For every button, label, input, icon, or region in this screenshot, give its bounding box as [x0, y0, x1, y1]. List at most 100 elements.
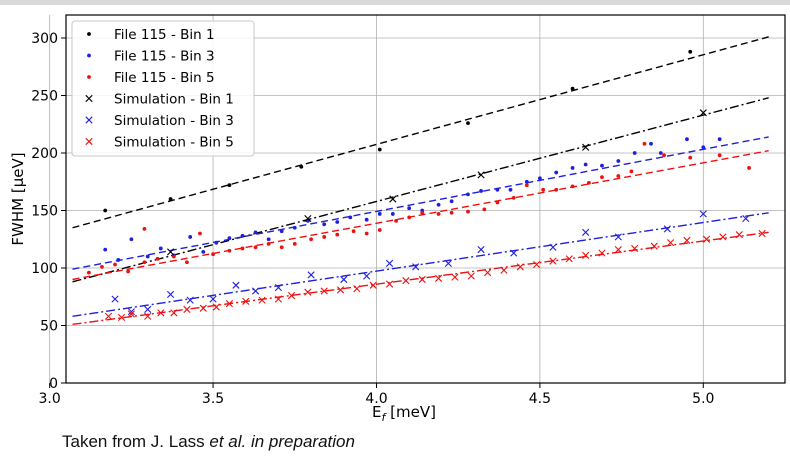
- data-point: [600, 163, 604, 168]
- data-point: [667, 239, 675, 247]
- data-point: [240, 233, 245, 238]
- data-point: [225, 300, 233, 308]
- data-point: [227, 236, 232, 241]
- data-point: [385, 259, 394, 267]
- x-marker-stroke: [111, 295, 119, 303]
- data-point: [145, 254, 150, 259]
- x-marker-stroke: [363, 272, 371, 280]
- legend-marker: [87, 32, 91, 36]
- data-point: [166, 290, 175, 299]
- data-point: [600, 175, 604, 180]
- x-marker-stroke: [385, 280, 394, 288]
- y-tick-label: 0: [49, 376, 58, 392]
- legend: File 115 - Bin 1 File 115 - Bin 3 File 115…: [71, 20, 255, 157]
- x-marker-stroke: [166, 248, 175, 256]
- x-marker-stroke: [304, 288, 312, 296]
- x-marker-stroke: [183, 305, 191, 313]
- data-point: [155, 256, 160, 261]
- data-point: [495, 200, 500, 205]
- data-point: [142, 260, 147, 265]
- x-marker-stroke: [510, 249, 518, 257]
- data-point: [394, 218, 398, 223]
- data-point: [632, 151, 637, 155]
- data-point: [570, 86, 575, 91]
- x-marker-stroke: [104, 312, 113, 320]
- data-point: [420, 210, 425, 215]
- data-point: [449, 210, 454, 215]
- x-marker-stroke: [758, 229, 766, 238]
- y-tick-label: 200: [31, 146, 58, 162]
- data-point: [253, 245, 258, 250]
- data-point: [662, 153, 666, 158]
- data-point: [683, 236, 691, 244]
- data-point: [583, 162, 588, 167]
- legend-marker: [87, 75, 91, 79]
- x-marker-stroke: [242, 297, 250, 305]
- x-marker-stroke: [166, 290, 175, 299]
- data-point: [688, 155, 693, 160]
- data-point: [113, 262, 117, 267]
- data-point: [516, 263, 524, 271]
- x-marker-stroke: [467, 272, 475, 280]
- data-point: [451, 273, 459, 281]
- data-point: [699, 109, 707, 117]
- x-tick-label: 4.0: [365, 391, 387, 407]
- top-border: [0, 0, 790, 5]
- data-point: [86, 270, 91, 275]
- x-axis-label: Ef [meV]: [372, 403, 436, 424]
- data-point: [537, 176, 542, 181]
- x-marker-stroke: [199, 304, 207, 312]
- caption-italic: et al. in preparation: [209, 432, 355, 451]
- data-point: [444, 259, 452, 267]
- data-point: [127, 308, 135, 316]
- data-point: [353, 285, 361, 293]
- data-point: [582, 143, 590, 151]
- data-point: [377, 228, 382, 232]
- data-point: [348, 215, 353, 220]
- x-marker-stroke: [549, 257, 557, 265]
- y-tick-label: 250: [31, 89, 58, 105]
- x-marker-stroke: [614, 246, 622, 254]
- x-tick-label: 4.5: [529, 391, 551, 407]
- x-marker-stroke: [582, 143, 590, 151]
- data-point: [157, 309, 165, 317]
- x-marker-stroke: [565, 255, 573, 263]
- data-point: [351, 229, 356, 234]
- legend-label: File 115 - Bin 3: [114, 49, 215, 65]
- data-point: [171, 254, 176, 259]
- data-point: [144, 305, 152, 313]
- axis-ticks: 3.0 3.5 4.0 4.5 5.0 0 50 100 150 200 250 300: [31, 31, 714, 407]
- x-marker-stroke: [251, 287, 260, 295]
- x-marker-stroke: [516, 263, 524, 271]
- x-marker-stroke: [85, 137, 93, 146]
- data-point: [685, 137, 689, 142]
- x-marker-stroke: [477, 246, 485, 254]
- data-point: [524, 183, 529, 188]
- data-point: [717, 137, 722, 142]
- data-point: [183, 305, 191, 313]
- data-point: [227, 183, 232, 188]
- x-marker-stroke: [385, 259, 394, 267]
- data-point: [616, 159, 621, 163]
- y-tick-label: 50: [40, 319, 58, 335]
- data-point: [466, 192, 470, 197]
- data-point: [582, 228, 590, 236]
- x-marker-stroke: [500, 266, 508, 274]
- x-tick-label: 5.0: [692, 391, 714, 407]
- data-point: [616, 174, 621, 178]
- x-marker-stroke: [287, 292, 296, 300]
- data-point: [100, 264, 104, 269]
- data-point: [614, 233, 622, 241]
- data-point: [320, 287, 328, 295]
- data-point: [307, 271, 315, 279]
- legend-marker: [85, 116, 93, 124]
- data-point: [511, 195, 516, 200]
- data-point: [103, 247, 108, 252]
- data-point: [642, 141, 647, 146]
- x-marker-stroke: [274, 295, 283, 303]
- data-point: [407, 206, 412, 211]
- data-point: [747, 166, 751, 170]
- x-marker-stroke: [667, 239, 675, 247]
- x-marker-stroke: [186, 296, 194, 304]
